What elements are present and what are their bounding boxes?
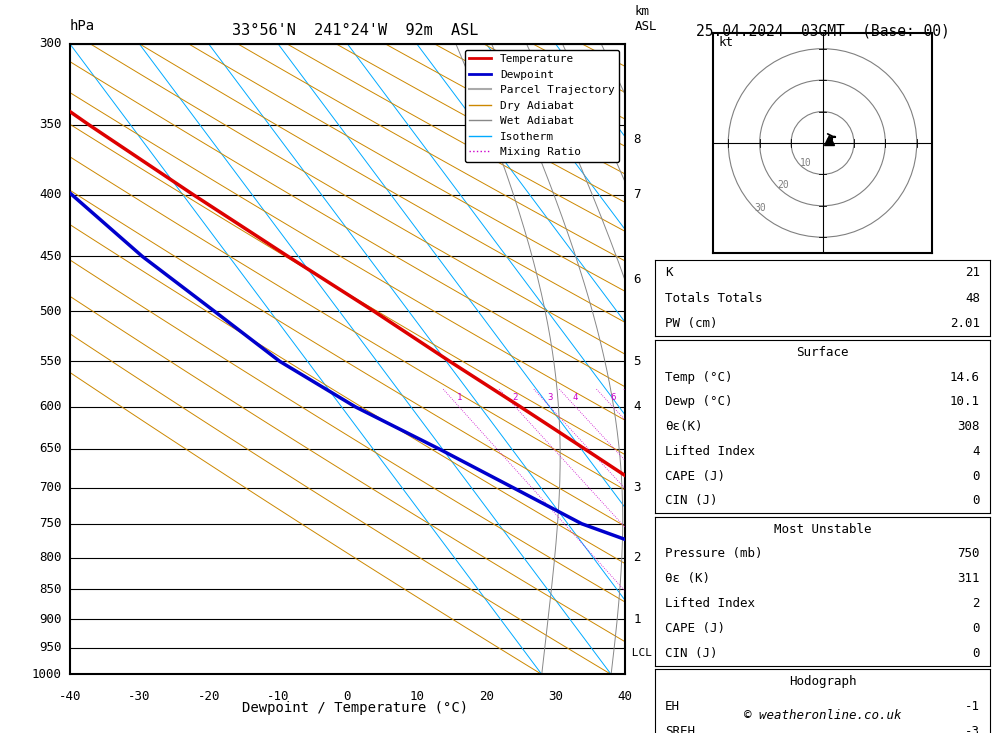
Text: K: K [665, 266, 673, 279]
Text: 30: 30 [548, 690, 563, 703]
Text: -40: -40 [59, 690, 81, 703]
Text: 1000: 1000 [32, 668, 62, 681]
Text: Most Unstable: Most Unstable [774, 523, 871, 536]
Text: 308: 308 [957, 420, 980, 433]
Text: 2.01: 2.01 [950, 317, 980, 331]
Text: 0: 0 [972, 470, 980, 482]
Text: 0: 0 [972, 494, 980, 507]
Text: 30: 30 [755, 203, 766, 213]
Text: 20: 20 [479, 690, 494, 703]
Text: Lifted Index: Lifted Index [665, 445, 755, 458]
Text: 5: 5 [633, 355, 641, 368]
Text: 550: 550 [39, 355, 62, 368]
Text: 0: 0 [972, 647, 980, 660]
Text: 850: 850 [39, 583, 62, 596]
Text: 6: 6 [610, 393, 616, 402]
Text: 21: 21 [965, 266, 980, 279]
Text: Dewpoint / Temperature (°C): Dewpoint / Temperature (°C) [242, 701, 468, 715]
Text: -30: -30 [128, 690, 151, 703]
Text: Lifted Index: Lifted Index [665, 597, 755, 610]
Text: θε (K): θε (K) [665, 572, 710, 585]
Text: 8: 8 [633, 133, 641, 146]
Text: 7: 7 [633, 188, 641, 201]
Text: -1: -1 [965, 700, 980, 713]
Text: CAPE (J): CAPE (J) [665, 622, 725, 635]
Text: 900: 900 [39, 613, 62, 626]
Text: -3: -3 [965, 725, 980, 733]
Text: kt: kt [719, 36, 734, 48]
Text: 14.6: 14.6 [950, 371, 980, 383]
Text: 700: 700 [39, 481, 62, 494]
Text: Totals Totals: Totals Totals [665, 292, 763, 305]
Text: 300: 300 [39, 37, 62, 51]
Text: 10: 10 [409, 690, 424, 703]
Text: 500: 500 [39, 305, 62, 318]
Text: LCL: LCL [625, 648, 652, 658]
Text: © weatheronline.co.uk: © weatheronline.co.uk [744, 709, 901, 722]
Text: 10.1: 10.1 [950, 395, 980, 408]
Text: Mixing Ratio (g/kg): Mixing Ratio (g/kg) [658, 288, 671, 430]
Text: Temp (°C): Temp (°C) [665, 371, 733, 383]
Text: 4: 4 [972, 445, 980, 458]
Text: 20: 20 [777, 180, 789, 190]
Text: 4: 4 [573, 393, 578, 402]
Legend: Temperature, Dewpoint, Parcel Trajectory, Dry Adiabat, Wet Adiabat, Isotherm, Mi: Temperature, Dewpoint, Parcel Trajectory… [465, 50, 619, 162]
Text: 2: 2 [633, 551, 641, 564]
Text: 3: 3 [547, 393, 553, 402]
Text: 2: 2 [513, 393, 518, 402]
Text: SREH: SREH [665, 725, 695, 733]
Text: 3: 3 [633, 481, 641, 494]
Text: hPa: hPa [70, 19, 95, 33]
Text: CIN (J): CIN (J) [665, 494, 718, 507]
Text: -10: -10 [267, 690, 289, 703]
Text: Dewp (°C): Dewp (°C) [665, 395, 733, 408]
Text: 800: 800 [39, 551, 62, 564]
Text: 10: 10 [800, 158, 812, 168]
Text: 311: 311 [957, 572, 980, 585]
Text: CIN (J): CIN (J) [665, 647, 718, 660]
Text: PW (cm): PW (cm) [665, 317, 718, 331]
Text: 48: 48 [965, 292, 980, 305]
Text: 1: 1 [633, 613, 641, 626]
Text: 650: 650 [39, 442, 62, 455]
Text: θε(K): θε(K) [665, 420, 703, 433]
Text: 4: 4 [633, 400, 641, 413]
Text: CAPE (J): CAPE (J) [665, 470, 725, 482]
Text: 450: 450 [39, 250, 62, 262]
Text: Hodograph: Hodograph [789, 675, 856, 688]
Text: EH: EH [665, 700, 680, 713]
Text: 2: 2 [972, 597, 980, 610]
Text: 600: 600 [39, 400, 62, 413]
Text: 40: 40 [618, 690, 633, 703]
Text: 400: 400 [39, 188, 62, 201]
Text: 750: 750 [957, 548, 980, 561]
Text: 350: 350 [39, 118, 62, 131]
Text: 0: 0 [972, 622, 980, 635]
Text: 33°56'N  241°24'W  92m  ASL: 33°56'N 241°24'W 92m ASL [232, 23, 478, 38]
Text: km
ASL: km ASL [635, 5, 658, 33]
Text: 950: 950 [39, 641, 62, 654]
Text: Surface: Surface [796, 346, 849, 359]
Text: -20: -20 [198, 690, 220, 703]
Text: 0: 0 [344, 690, 351, 703]
Text: 6: 6 [633, 273, 641, 286]
Text: Pressure (mb): Pressure (mb) [665, 548, 763, 561]
Text: 25.04.2024  03GMT  (Base: 00): 25.04.2024 03GMT (Base: 00) [696, 23, 949, 38]
Text: 1: 1 [456, 393, 462, 402]
Text: 750: 750 [39, 517, 62, 530]
